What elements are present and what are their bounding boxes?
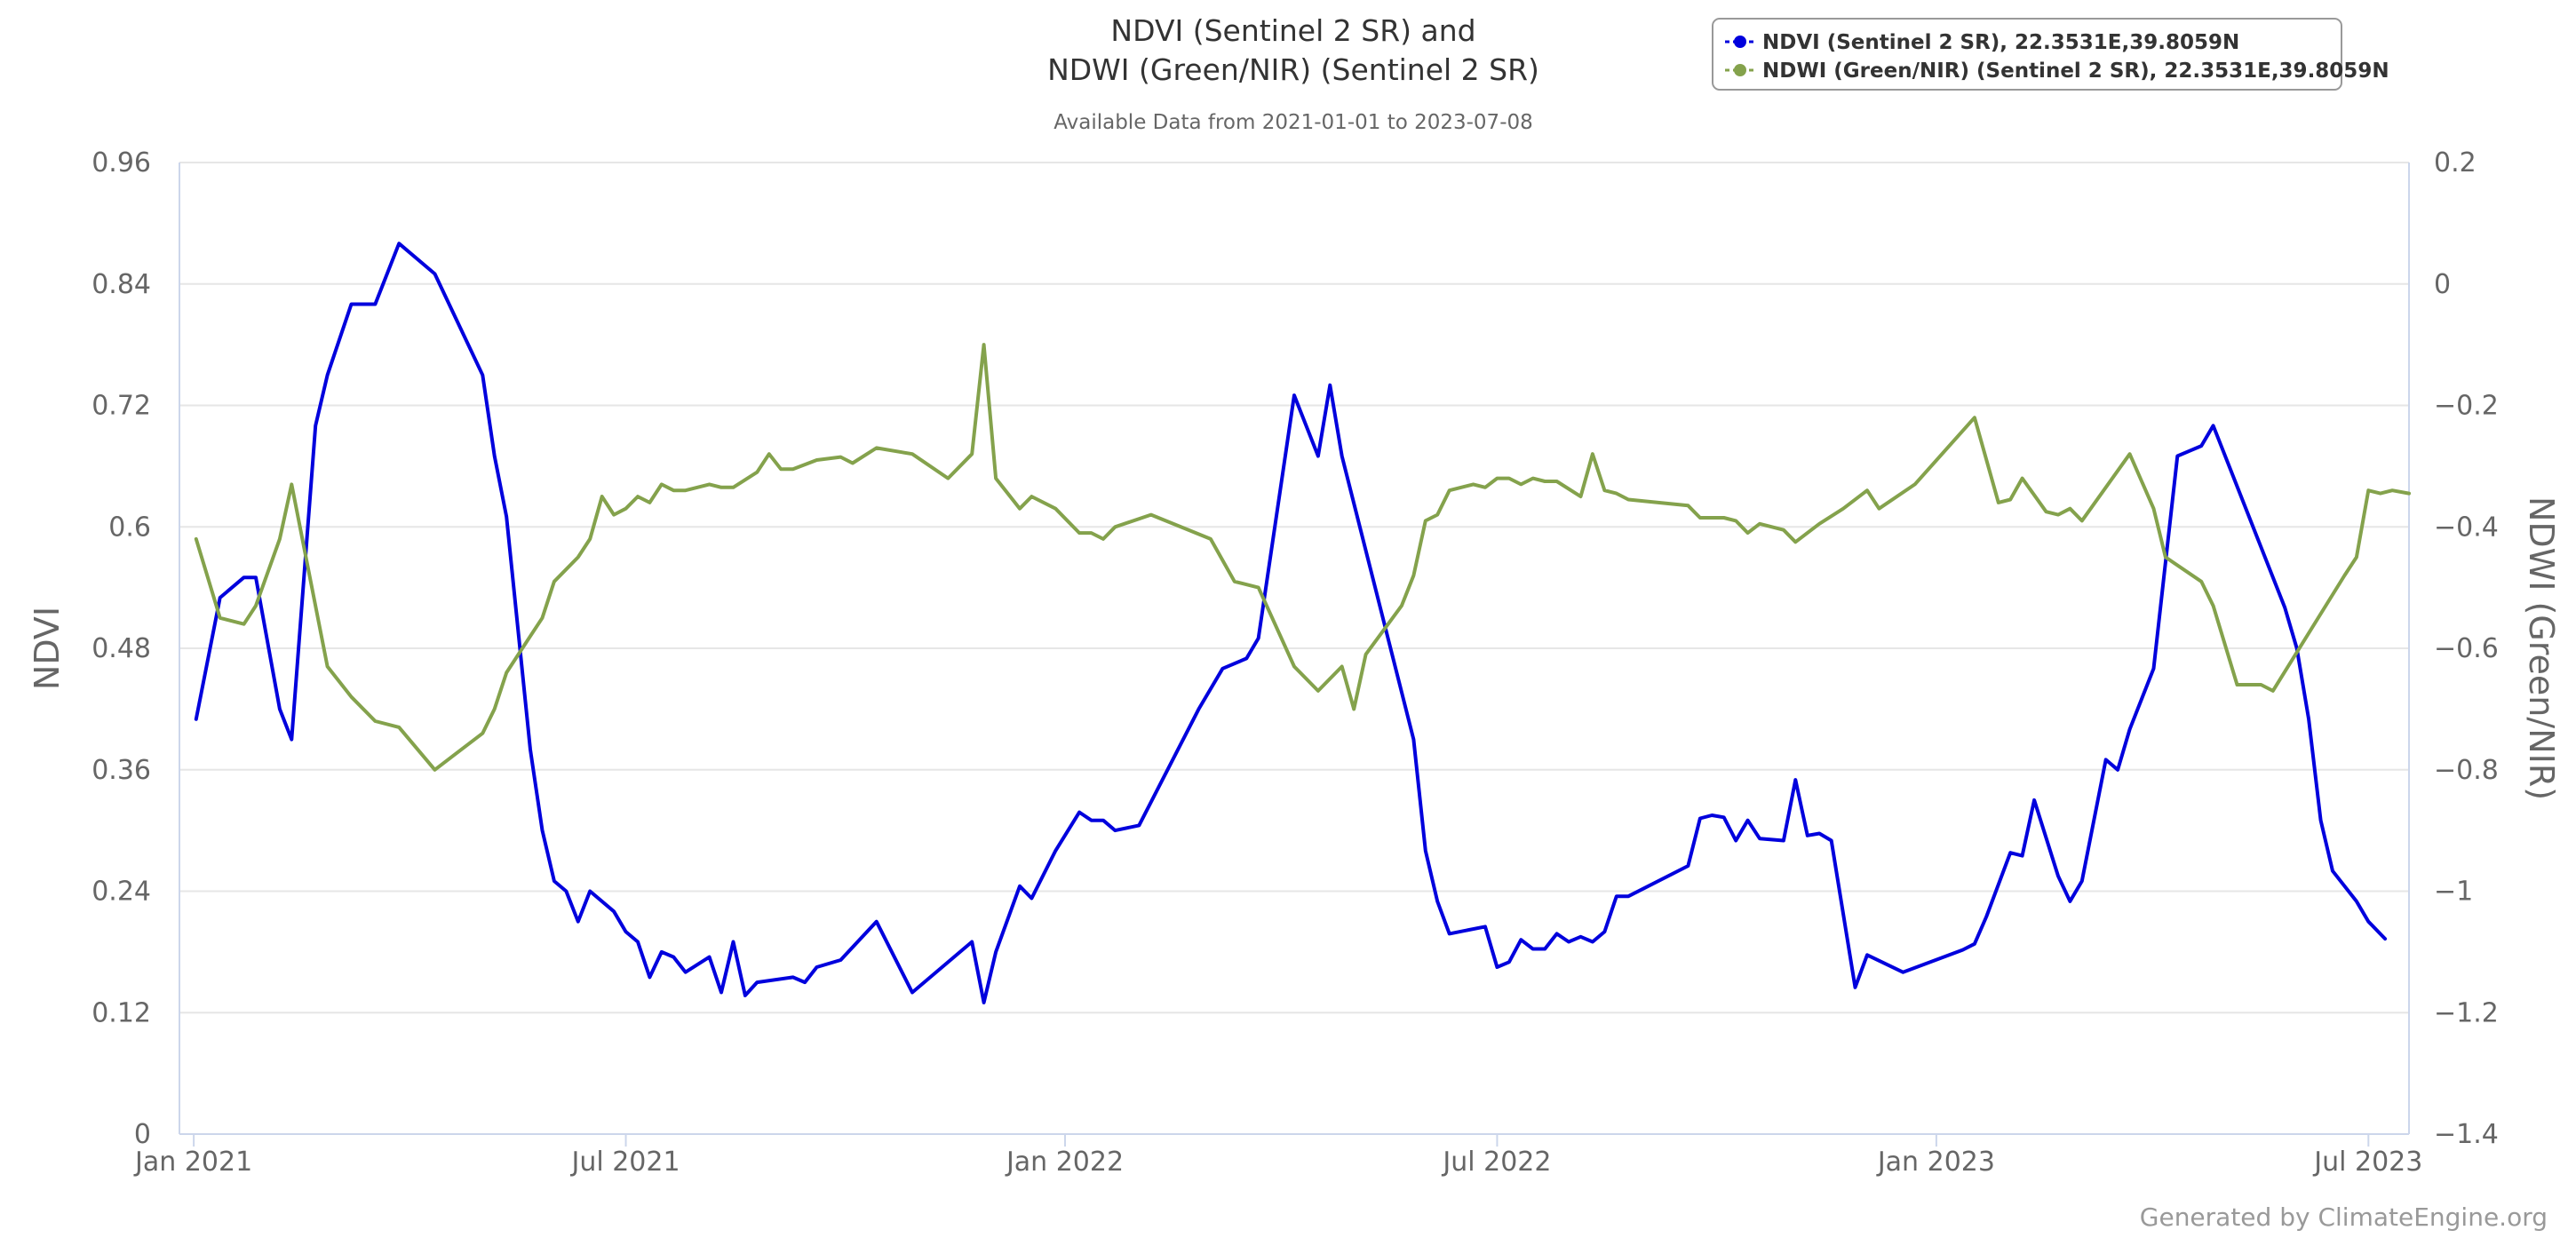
y-axis-left: 0 0.12 0.24 0.36 0.48 0.6 0.72 0.84 0.96	[91, 147, 151, 1150]
x-tick-label: Jul 2021	[569, 1147, 680, 1178]
series-line-ndwi[interactable]	[194, 343, 2411, 772]
series-line-ndvi[interactable]	[194, 242, 2388, 1004]
y-right-tick-label: 0	[2434, 269, 2451, 300]
credits-link[interactable]: Generated by ClimateEngine.org	[2140, 1202, 2548, 1232]
y-left-tick-label: 0.24	[91, 877, 151, 908]
y-left-tick-label: 0.48	[91, 633, 151, 664]
y-right-tick-label: −1.4	[2434, 1119, 2499, 1150]
x-tick-label: Jan 2022	[1005, 1147, 1124, 1178]
y-left-tick-label: 0	[134, 1119, 151, 1150]
y-left-tick-label: 0.36	[91, 755, 151, 786]
plot-area-border	[179, 163, 2410, 1135]
y-right-tick-label: −0.2	[2434, 391, 2499, 422]
y-right-tick-label: −0.6	[2434, 633, 2499, 664]
legend-label-ndvi: NDVI (Sentinel 2 SR), 22.3531E,39.8059N	[1762, 31, 2239, 54]
y-axis-right-title: NDWI (Green/NIR)	[2522, 496, 2561, 800]
y-left-tick-label: 0.96	[91, 147, 151, 179]
chart-subtitle: Available Data from 2021-01-01 to 2023-0…	[1053, 111, 1533, 134]
y-left-tick-label: 0.6	[108, 512, 151, 543]
legend-label-ndwi: NDWI (Green/NIR) (Sentinel 2 SR), 22.353…	[1762, 60, 2389, 83]
x-tick-label: Jan 2021	[133, 1147, 252, 1178]
chart-title-line2: NDWI (Green/NIR) (Sentinel 2 SR)	[1047, 52, 1539, 87]
y-right-tick-label: −0.8	[2434, 755, 2499, 786]
y-left-tick-label: 0.72	[91, 391, 151, 422]
x-tick-label: Jul 2023	[2312, 1147, 2422, 1178]
x-tick-label: Jul 2022	[1441, 1147, 1551, 1178]
y-right-tick-label: −1.2	[2434, 997, 2499, 1028]
y-right-tick-label: 0.2	[2434, 147, 2477, 179]
chart-title-line1: NDVI (Sentinel 2 SR) and	[1110, 13, 1475, 48]
y-left-tick-label: 0.12	[91, 997, 151, 1028]
y-axis-left-title: NDVI	[28, 607, 67, 690]
y-right-tick-label: −1	[2434, 877, 2473, 908]
y-axis-right: −1.4 −1.2 −1 −0.8 −0.6 −0.4 −0.2 0 0.2	[2434, 147, 2499, 1150]
y-left-tick-label: 0.84	[91, 269, 151, 300]
legend-marker-ndvi	[1734, 36, 1746, 48]
legend-marker-ndwi	[1734, 64, 1746, 76]
legend[interactable]: NDVI (Sentinel 2 SR), 22.3531E,39.8059N …	[1712, 18, 2389, 91]
y-right-tick-label: −0.4	[2434, 512, 2499, 543]
x-tick-label: Jan 2023	[1876, 1147, 1995, 1178]
x-axis: Jan 2021 Jul 2021 Jan 2022 Jul 2022 Jan 2023…	[133, 1134, 2422, 1178]
series-lines	[194, 242, 2411, 1004]
legend-item-ndwi[interactable]: NDWI (Green/NIR) (Sentinel 2 SR), 22.353…	[1725, 60, 2389, 83]
legend-item-ndvi[interactable]: NDVI (Sentinel 2 SR), 22.3531E,39.8059N	[1725, 31, 2239, 54]
